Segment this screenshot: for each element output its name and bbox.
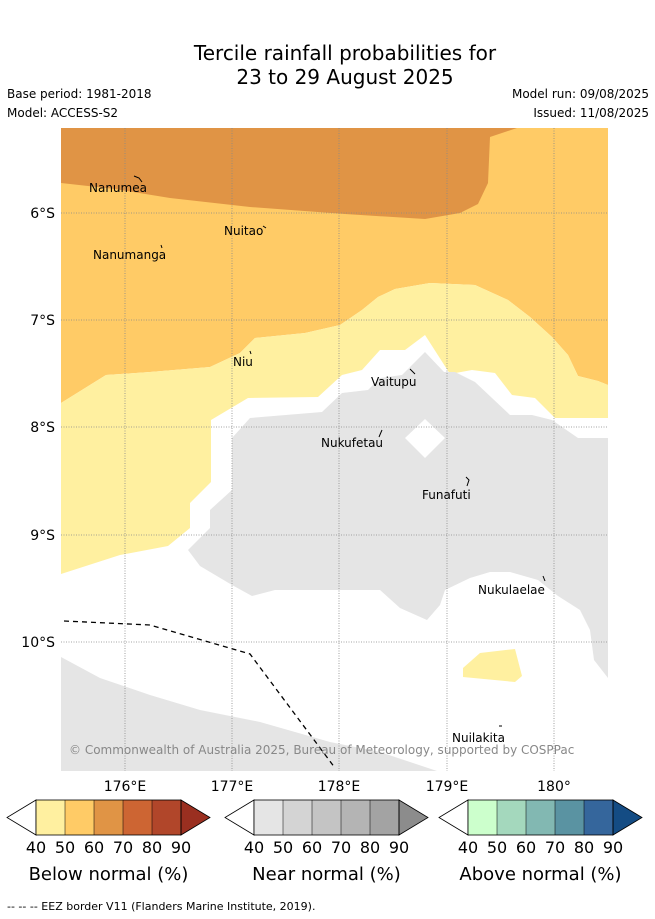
below-normal-60-70-region — [61, 128, 517, 219]
legend-near-swatch — [283, 800, 312, 835]
lon-label: 180° — [537, 779, 571, 795]
issued-date: Issued: 11/08/2025 — [533, 106, 649, 120]
legend-above-normal: 40 50 60 70 80 90 Above normal (%) — [438, 799, 643, 885]
legend-near-frame — [253, 799, 400, 836]
legend-tick-label: 80 — [142, 838, 162, 857]
place-label: Funafuti — [422, 488, 471, 502]
legend-tick-label: 80 — [360, 838, 380, 857]
lat-label: 7°S — [30, 313, 55, 329]
legend-below-over-arrow — [180, 799, 211, 836]
legend-near-normal: 40 50 60 70 80 90 Near normal (%) — [224, 799, 429, 885]
legend-below-normal: 40 50 60 70 80 90 Below normal (%) — [6, 799, 211, 885]
eez-border-line — [63, 620, 336, 769]
legend-near-swatch — [254, 800, 283, 835]
lat-label: 9°S — [30, 528, 55, 544]
legend-tick-label: 50 — [487, 838, 507, 857]
near-normal-gap-region — [405, 419, 445, 458]
legend-tick-label: 60 — [516, 838, 536, 857]
place-label: Niu — [233, 355, 253, 369]
legend-near-swatch — [370, 800, 399, 835]
legend-above-swatch — [526, 800, 555, 835]
near-normal-south-region — [61, 657, 437, 771]
legend-below-swatch — [36, 800, 65, 835]
legend-tick-label: 50 — [55, 838, 75, 857]
map-area: Nanumea Nuitao Nanumanga Niu Vaitupu Nuk… — [61, 128, 608, 771]
legend-below-frame — [35, 799, 182, 836]
legend-tick-label: 60 — [302, 838, 322, 857]
legend-above-under-arrow — [438, 799, 469, 836]
place-label: Nuitao — [224, 224, 263, 238]
legend-near-swatch — [341, 800, 370, 835]
lon-label: 177°E — [211, 779, 254, 795]
legend-above-swatch — [584, 800, 613, 835]
title-line-2: 23 to 29 August 2025 — [236, 65, 454, 89]
legend-tick-label: 70 — [545, 838, 565, 857]
lon-label: 179°E — [426, 779, 469, 795]
place-label: Nanumanga — [93, 248, 166, 262]
legend-tick-label: 90 — [171, 838, 191, 857]
legend-tick-label: 40 — [26, 838, 46, 857]
place-label: Nanumea — [89, 181, 147, 195]
legend-tick-label: 80 — [574, 838, 594, 857]
legend-below-swatch — [123, 800, 152, 835]
legend-below-swatch — [65, 800, 94, 835]
legend-near-under-arrow — [224, 799, 255, 836]
eez-border-note: -- -- -- EEZ border V11 (Flanders Marine… — [7, 900, 316, 913]
legend-tick-label: 40 — [458, 838, 478, 857]
below-normal-small-patch — [463, 649, 522, 682]
legend-tick-label: 90 — [389, 838, 409, 857]
legend-near-over-arrow — [398, 799, 429, 836]
model-name: Model: ACCESS-S2 — [7, 106, 119, 120]
lon-label: 176°E — [104, 779, 147, 795]
below-normal-40-50-region — [61, 283, 608, 574]
legend-tick-label: 70 — [331, 838, 351, 857]
lon-label: 178°E — [318, 779, 361, 795]
lat-label: 8°S — [30, 420, 55, 436]
place-label: Nukulaelae — [478, 583, 545, 597]
legend-tick-label: 70 — [113, 838, 133, 857]
legend-tick-label: 60 — [84, 838, 104, 857]
place-label: Vaitupu — [371, 375, 417, 389]
place-label: Nukufetau — [321, 436, 383, 450]
legend-below-title: Below normal (%) — [29, 864, 189, 885]
near-normal-40-50-region — [188, 352, 608, 678]
lat-label: 6°S — [30, 206, 55, 222]
legend-tick-label: 40 — [244, 838, 264, 857]
model-run: Model run: 09/08/2025 — [511, 87, 649, 101]
legend-below-swatch — [152, 800, 181, 835]
legend-above-frame — [467, 799, 614, 836]
legend-above-swatch — [468, 800, 497, 835]
legend-near-title: Near normal (%) — [252, 864, 401, 885]
island-marks — [133, 175, 546, 727]
lat-label: 10°S — [21, 635, 55, 651]
legend-tick-label: 50 — [273, 838, 293, 857]
legend-near-swatch — [312, 800, 341, 835]
legend-above-swatch — [497, 800, 526, 835]
title-line-1: Tercile rainfall probabilities for — [193, 41, 497, 65]
copyright-notice: © Commonwealth of Australia 2025, Bureau… — [69, 743, 574, 757]
legend-tick-label: 90 — [603, 838, 623, 857]
legend-below-swatch — [94, 800, 123, 835]
legend-above-swatch — [555, 800, 584, 835]
legend-above-title: Above normal (%) — [459, 864, 621, 885]
graticule — [61, 128, 608, 771]
legend-below-under-arrow — [6, 799, 37, 836]
place-label: Nuilakita — [452, 731, 505, 745]
legend-above-over-arrow — [612, 799, 643, 836]
base-period: Base period: 1981-2018 — [7, 87, 152, 101]
